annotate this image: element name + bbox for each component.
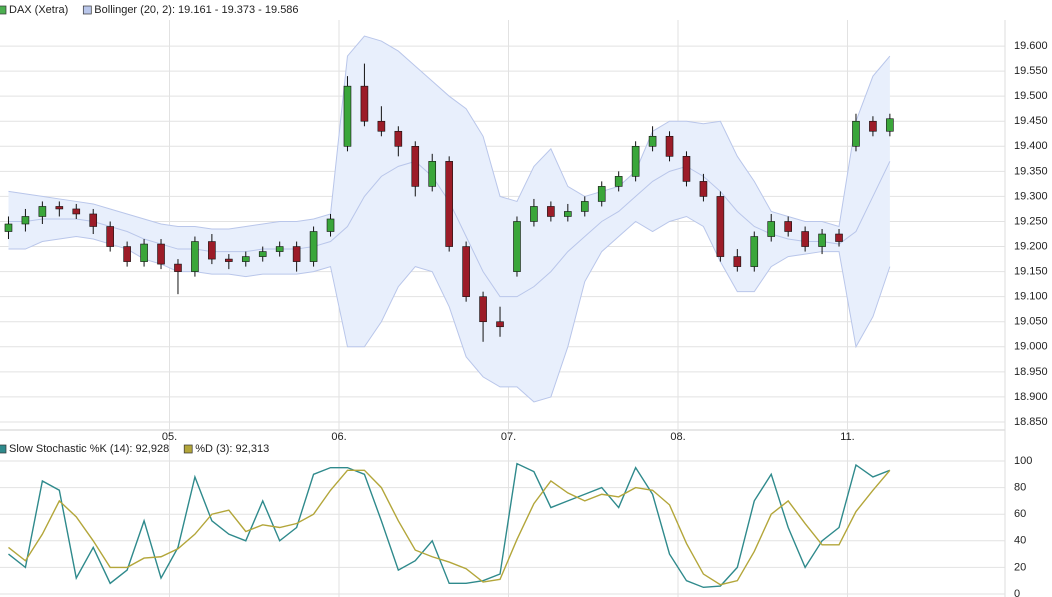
y-tick-label: 19.350 (1014, 165, 1048, 177)
candle-body (326, 218, 335, 232)
candle-body (428, 161, 437, 187)
candle-body (682, 156, 691, 182)
candle-body (292, 246, 301, 262)
legend-label: Slow Stochastic %K (14): 92,928 (9, 443, 169, 455)
stochastic-line (8, 469, 891, 586)
y-tick-label: 19.550 (1014, 65, 1048, 77)
x-tick-label: 06. (331, 431, 346, 443)
candle-body (784, 221, 792, 232)
legend-swatch (0, 5, 7, 15)
candle-body (21, 216, 30, 225)
y-tick-label: 19.300 (1014, 190, 1048, 202)
candle-body (394, 130, 403, 147)
candle-body (631, 146, 640, 177)
y-tick-label: 100 (1014, 455, 1032, 467)
candle-body (580, 201, 589, 212)
candle-body (750, 236, 759, 267)
candle-body (496, 321, 504, 328)
candle-body (106, 226, 114, 247)
y-tick-label: 20 (1014, 561, 1026, 573)
candle-body (360, 85, 369, 122)
legend-label: %D (3): 92,313 (195, 443, 269, 455)
candle-body (55, 206, 64, 210)
candle-body (309, 231, 318, 262)
y-tick-label: 19.250 (1014, 215, 1048, 227)
x-tick-label: 11. (840, 431, 854, 443)
y-tick-label: 18.850 (1014, 416, 1048, 428)
legend-swatch (183, 444, 193, 454)
candle-body (767, 221, 776, 237)
y-tick-label: 19.050 (1014, 316, 1048, 328)
candle-body (191, 241, 199, 272)
candle-body (716, 196, 725, 257)
y-tick-label: 19.450 (1014, 115, 1048, 127)
y-tick-label: 0 (1014, 588, 1020, 597)
bollinger-lower (8, 215, 891, 403)
candle-body (648, 135, 657, 147)
candle-body (733, 256, 742, 267)
candle-body (869, 120, 877, 132)
y-tick-label: 40 (1014, 535, 1026, 547)
candle-body (157, 243, 165, 265)
candle-body (818, 233, 826, 247)
candle-body (411, 146, 420, 187)
candle-body (513, 221, 521, 272)
candle-body (225, 258, 233, 262)
y-tick-label: 18.900 (1014, 391, 1048, 403)
candle-body (4, 223, 13, 232)
y-tick-label: 19.500 (1014, 90, 1048, 102)
candle-body (886, 118, 894, 132)
x-tick-label: 07. (501, 431, 516, 443)
legend-swatch (82, 5, 92, 15)
candle-body (479, 296, 487, 323)
candle-body (89, 213, 98, 227)
candle-body (72, 208, 81, 215)
candle-body (241, 256, 250, 262)
y-tick-label: 18.950 (1014, 366, 1048, 378)
candle-body (564, 211, 572, 217)
candle-body (208, 241, 216, 260)
y-tick-label: 80 (1014, 482, 1026, 494)
candle-body (801, 231, 809, 247)
candle-body (699, 181, 708, 197)
x-tick-label: 05. (162, 431, 177, 443)
candle-body (835, 233, 843, 242)
y-tick-label: 19.000 (1014, 341, 1048, 353)
legend-swatch (0, 444, 7, 454)
y-tick-label: 19.100 (1014, 291, 1048, 303)
y-tick-label: 19.150 (1014, 266, 1048, 278)
candle-body (445, 161, 453, 247)
candle-body (140, 243, 148, 262)
stochastic-line (8, 462, 891, 589)
y-tick-label: 19.600 (1014, 40, 1048, 52)
y-tick-label: 60 (1014, 508, 1026, 520)
candle-body (852, 120, 860, 147)
candle-body (258, 251, 267, 257)
candle-body (665, 135, 674, 157)
candle-body (462, 246, 470, 297)
candle-body (597, 186, 606, 202)
candle-body (530, 206, 538, 222)
candle-body (38, 206, 47, 217)
candle-body (377, 120, 386, 132)
candle-body (123, 246, 131, 262)
legend-label: Bollinger (20, 2): 19.161 - 19.373 - 19.… (94, 4, 298, 16)
candle-body (614, 176, 623, 187)
y-tick-label: 19.400 (1014, 140, 1048, 152)
candle-body (343, 85, 352, 147)
candle-body (174, 263, 182, 272)
legend-label: DAX (Xetra) (9, 4, 68, 16)
bollinger-upper (8, 35, 891, 230)
y-tick-label: 19.200 (1014, 240, 1048, 252)
x-tick-label: 08. (670, 431, 685, 443)
candle-body (275, 246, 284, 252)
candle-body (547, 206, 555, 217)
